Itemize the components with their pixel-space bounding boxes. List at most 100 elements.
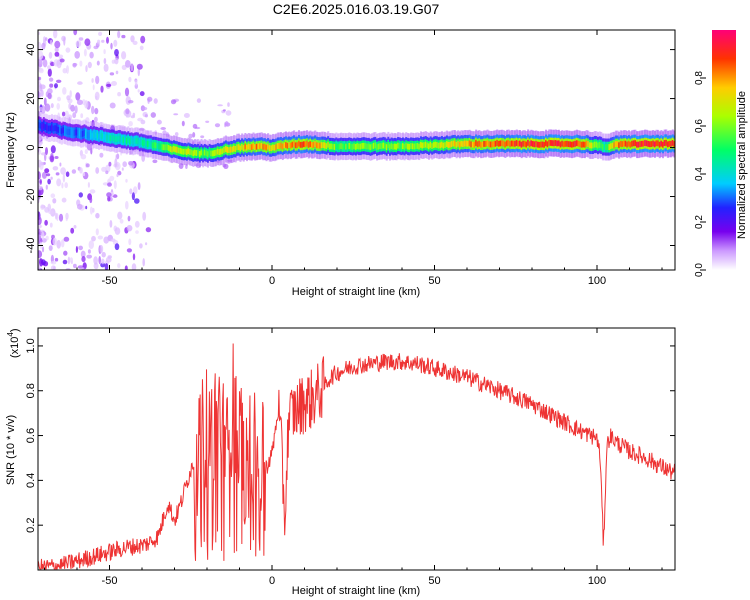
spectrogram-ridge-cell	[202, 150, 205, 157]
spectrogram-ridge-cell	[377, 143, 380, 150]
spectrogram-ridge-cell	[545, 140, 548, 147]
spectrogram-ridge-cell	[554, 140, 557, 146]
spectrogram-ridge-cell	[660, 140, 663, 147]
spectrogram-noise-blob	[153, 98, 158, 104]
spectrogram-ridge-cell	[247, 143, 250, 150]
spectrogram-ridge-cell	[489, 141, 492, 148]
spectrogram-ridge-cell	[361, 142, 364, 149]
spectrogram-noise-blob	[44, 168, 50, 174]
spectrogram-ridge-cell	[491, 141, 494, 148]
spectrogram-noise-blob	[85, 117, 90, 124]
spectrogram-ridge-cell	[272, 144, 275, 151]
spectrogram-noise-blob	[56, 103, 60, 110]
spectrogram-noise-blob	[60, 167, 66, 175]
spectrogram-ridge-cell	[371, 143, 374, 150]
spectrogram-noise-blob	[38, 216, 42, 225]
spectrogram-noise-blob	[72, 63, 77, 68]
spectrogram-ridge-cell	[198, 151, 201, 157]
spectrogram-noise-blob	[62, 87, 67, 95]
spectrogram-noise-blob	[49, 222, 53, 228]
spectrogram-ridge-cell	[662, 141, 665, 148]
spectrogram-ridge-cell	[530, 140, 533, 147]
spectrogram-ridge-cell	[647, 140, 650, 147]
spectrogram-noise-blob	[170, 99, 177, 105]
spectrogram-ridge-cell	[597, 142, 600, 149]
spectrogram-noise-blob	[125, 200, 129, 210]
spectrogram-noise-blob	[107, 196, 111, 202]
spectrogram-plot-area	[38, 30, 675, 270]
spectrogram-noise-blob	[75, 40, 82, 48]
spectrogram-ridge-cell	[96, 132, 99, 139]
spectrogram-noise-blob	[38, 264, 41, 270]
spectrogram-ridge-cell	[215, 149, 218, 156]
spectrogram-x-tick-label: 0	[269, 275, 275, 287]
spectrogram-ridge-cell	[285, 141, 288, 148]
spectrogram-ridge-cell	[353, 143, 356, 150]
spectrogram-ridge-cell	[184, 148, 187, 155]
spectrogram-noise-blob	[111, 81, 117, 86]
spectrogram-ridge-cell	[291, 141, 294, 148]
spectrogram-ridge-cell	[83, 129, 86, 136]
spectrogram-noise-blob	[50, 265, 56, 270]
spectrogram-ridge-cell	[520, 141, 523, 148]
spectrogram-ridge-cell	[514, 140, 517, 147]
spectrogram-noise-blob	[121, 51, 127, 60]
spectrogram-ridge-cell	[294, 142, 297, 149]
spectrogram-noise-blob	[61, 182, 64, 189]
spectrogram-ridge-cell	[208, 149, 211, 156]
spectrogram-ridge-cell	[614, 141, 617, 148]
spectrogram-ridge-cell	[109, 135, 112, 142]
spectrogram-noise-blob	[98, 256, 101, 265]
spectrogram-ridge-cell	[652, 140, 655, 147]
spectrogram-noise-blob	[227, 102, 230, 107]
spectrogram-ridge-cell	[613, 142, 616, 149]
spectrogram-ridge-cell	[73, 129, 76, 136]
spectrogram-ridge-cell	[497, 140, 500, 147]
spectrogram-noise-blob	[127, 100, 134, 104]
spectrogram-ridge-cell	[587, 141, 590, 147]
spectrogram-noise-blob	[73, 263, 77, 269]
spectrogram-ridge-cell	[42, 122, 45, 129]
spectrogram-y-tick-label: 20	[25, 92, 37, 104]
spectrogram-noise-blob	[81, 267, 85, 270]
spectrogram-noise-blob	[188, 133, 193, 139]
spectrogram-ridge-cell	[619, 140, 622, 147]
spectrogram-noise-blob	[69, 90, 72, 98]
spectrogram-ridge-cell	[156, 142, 159, 149]
spectrogram-noise-blob	[39, 83, 43, 92]
spectrogram-ridge-cell	[210, 150, 213, 157]
colorbar-label: Normalized spectral amplitude	[736, 91, 748, 239]
spectrogram-ridge-cell	[70, 129, 73, 136]
spectrogram-ridge-cell	[493, 141, 496, 147]
spectrogram-ridge-cell	[298, 140, 301, 147]
spectrogram-ridge-cell	[59, 127, 62, 134]
spectrogram-ridge-cell	[228, 147, 231, 154]
spectrogram-noise-blob	[226, 159, 233, 162]
spectrogram-noise-blob	[71, 169, 77, 174]
spectrogram-ridge-cell	[650, 141, 653, 148]
spectrogram-noise-blob	[147, 96, 153, 102]
spectrogram-noise-blob	[45, 184, 48, 190]
spectrogram-noise-blob	[75, 92, 81, 101]
spectrogram-ridge-cell	[595, 141, 598, 148]
spectrogram-ridge-cell	[541, 141, 544, 148]
spectrogram-ridge-cell	[150, 140, 153, 147]
spectrogram-ridge-cell	[330, 143, 333, 150]
spectrogram-noise-blob	[38, 31, 41, 35]
spectrogram-noise-blob	[165, 132, 170, 138]
spectrogram-noise-blob	[64, 110, 69, 119]
spectrogram-ridge-cell	[216, 148, 219, 155]
spectrogram-noise-blob	[79, 60, 83, 67]
spectrogram-ridge-cell	[190, 149, 193, 156]
spectrogram-ridge-cell	[98, 133, 101, 140]
spectrogram-ridge-cell	[158, 143, 161, 150]
spectrogram-noise-blob	[223, 163, 229, 169]
spectrogram-ridge-cell	[601, 143, 604, 150]
spectrogram-ridge-cell	[671, 140, 674, 146]
spectrogram-noise-blob	[145, 227, 152, 233]
spectrogram-ridge-cell	[299, 141, 302, 148]
spectrogram-ridge-cell	[345, 143, 348, 150]
spectrogram-noise-blob	[48, 77, 54, 82]
spectrogram-noise-blob	[121, 167, 124, 171]
spectrogram-ridge-cell	[631, 140, 634, 147]
